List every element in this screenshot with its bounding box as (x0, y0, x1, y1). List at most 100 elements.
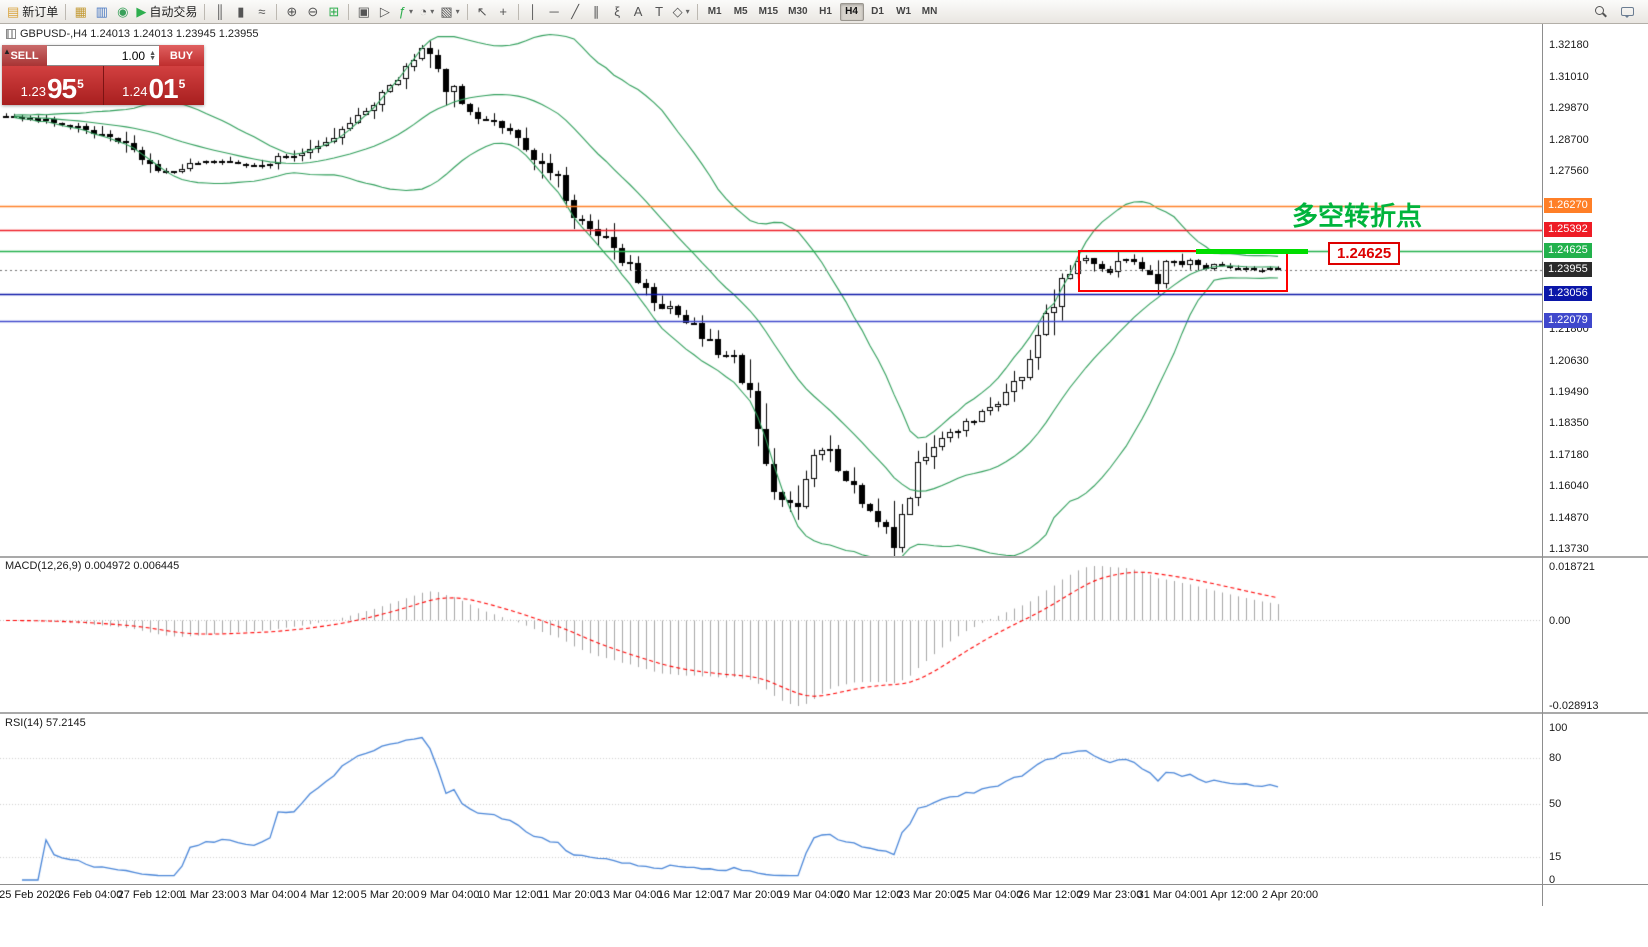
candlestick-button[interactable]: ▮ (230, 2, 251, 22)
collapse-trade-panel-icon[interactable]: ▲ (3, 47, 11, 56)
time-label: 25 Mar 04:00 (957, 889, 1023, 901)
panel-splitter[interactable] (0, 556, 1648, 558)
autotrade-button[interactable]: ▶ 自动交易 (133, 2, 200, 22)
spinner-up-icon[interactable]: ▲ (149, 49, 156, 57)
rsi-indicator-label: RSI(14) 57.2145 (5, 717, 86, 729)
rsi-scale-level: 100 (1549, 722, 1568, 734)
trendline-icon: ╱ (571, 4, 580, 19)
arrows-button[interactable]: ◇ ▾ (670, 2, 693, 22)
level-price-label[interactable]: 1.24625 (1328, 242, 1401, 265)
horizontal-line-button[interactable]: ─ (544, 2, 565, 22)
price-tick: 1.20630 (1549, 354, 1589, 367)
key-level-thick-line[interactable] (1196, 248, 1308, 254)
toolbar-separator (204, 3, 206, 20)
time-label: 4 Mar 12:00 (300, 889, 360, 901)
time-axis[interactable]: 25 Feb 2020 26 Feb 04:00 27 Feb 12:00 1 Mar… (0, 885, 1542, 906)
buy-price-prefix: 1.24 (122, 84, 148, 99)
cursor-button[interactable]: ↖ (472, 2, 493, 22)
timeframe-d1-button[interactable]: D1 (871, 6, 884, 17)
arrange-windows-button[interactable]: ▣ (353, 2, 374, 22)
autotrade-icon: ▶ (136, 4, 147, 19)
search-symbol-button[interactable] (1590, 2, 1611, 22)
buy-button[interactable]: BUY (159, 45, 204, 66)
panel-splitter[interactable] (0, 712, 1648, 714)
timeframe-m30-button[interactable]: M30 (788, 6, 808, 17)
rsi-indicator-canvas[interactable] (0, 714, 1542, 884)
panel-splitter (0, 884, 1648, 885)
time-label: 20 Mar 12:00 (837, 889, 903, 901)
timeframe-mn-button[interactable]: MN (921, 6, 938, 17)
vertical-line-button[interactable]: │ (523, 2, 544, 22)
fibonacci-button[interactable]: ξ (607, 2, 628, 22)
arrange-windows-icon: ▣ (357, 4, 370, 19)
time-label: 29 Mar 23:00 (1077, 889, 1143, 901)
timeframe-w1-button[interactable]: W1 (896, 6, 912, 17)
time-label: 31 Mar 04:00 (1137, 889, 1203, 901)
text-button[interactable]: A (628, 2, 649, 22)
zoom-out-button[interactable]: ⊖ (302, 2, 323, 22)
level-price-tag: 1.23056 (1544, 286, 1592, 302)
candlestick-icon: ▮ (237, 4, 245, 19)
price-chart-canvas[interactable] (0, 24, 1542, 556)
consolidation-rectangle[interactable] (1078, 249, 1288, 292)
zoom-in-button[interactable]: ⊕ (281, 2, 302, 22)
macd-indicator-canvas[interactable] (0, 558, 1542, 712)
sell-price-big: 95 (46, 73, 77, 104)
time-label: 23 Mar 20:00 (897, 889, 963, 901)
sell-price-button[interactable]: 1.23 95 5 (2, 66, 103, 105)
zoom-in-icon: ⊕ (286, 4, 298, 19)
cursor-icon: ↖ (476, 4, 488, 19)
macd-scale-zero: 0.00 (1549, 614, 1571, 627)
profiles-button[interactable]: ▥ (91, 2, 112, 22)
rsi-scale-level: 80 (1549, 752, 1562, 765)
timeframe-h4-button[interactable]: H4 (839, 2, 864, 21)
volume-spinner[interactable]: ▲ ▼ (149, 49, 156, 62)
refresh-button[interactable]: ◉ (112, 2, 133, 22)
templates-button[interactable]: ▧ ▾ (437, 2, 462, 22)
time-label: 17 Mar 20:00 (717, 889, 783, 901)
spinner-down-icon[interactable]: ▼ (149, 54, 156, 62)
volume-input[interactable]: 1.00 ▲ ▼ (47, 45, 159, 66)
periods-icon: ◔ (419, 4, 428, 19)
chart-window-button[interactable]: ▦ (70, 2, 91, 22)
tile-windows-button[interactable]: ⊞ (323, 2, 344, 22)
toolbar-separator (65, 3, 67, 20)
new-order-button[interactable]: ▤ 新订单 (4, 2, 61, 22)
text-icon: A (633, 4, 643, 19)
timeframe-m1-button[interactable]: M1 (707, 6, 722, 17)
price-tick: 1.18350 (1549, 416, 1589, 429)
timeframe-h1-button[interactable]: H1 (819, 6, 832, 17)
bar-chart-button[interactable]: ║ (209, 2, 230, 22)
time-label: 26 Feb 04:00 (57, 889, 123, 901)
time-label: 25 Feb 2020 (0, 889, 61, 901)
timeframe-m15-button[interactable]: M15 (758, 6, 779, 17)
price-scale[interactable]: 1.321801.310101.298701.287001.275601.263… (1543, 24, 1648, 906)
volume-value: 1.00 (121, 48, 146, 63)
chat-button[interactable] (1617, 2, 1638, 22)
chart-shift-button[interactable]: ▷ (374, 2, 395, 22)
time-label: 5 Mar 20:00 (360, 889, 420, 901)
indicators-button-dropdown-icon: ▾ (408, 7, 413, 16)
trendline-button[interactable]: ╱ (565, 2, 586, 22)
text-label-button[interactable]: T (649, 2, 670, 22)
timeframe-m5-button[interactable]: M5 (733, 6, 748, 17)
autotrade-button-label: 自动交易 (149, 5, 198, 19)
line-chart-button[interactable]: ≈ (251, 2, 272, 22)
price-tick: 1.31010 (1549, 70, 1589, 83)
time-label: 10 Mar 12:00 (477, 889, 543, 901)
sell-button[interactable]: SELL (2, 45, 47, 66)
chart-title-text: GBPUSD-,H4 1.24013 1.24013 1.23945 1.239… (20, 28, 259, 40)
buy-price-sup: 5 (178, 77, 186, 91)
periods-button[interactable]: ◔ ▾ (416, 2, 437, 22)
buy-price-button[interactable]: 1.24 01 5 (102, 66, 204, 105)
equidistant-channel-button[interactable]: ∥ (586, 2, 607, 22)
rsi-scale-level: 0 (1549, 874, 1556, 886)
rsi-scale-level: 50 (1549, 798, 1562, 810)
indicators-button[interactable]: ƒ ▾ (395, 2, 416, 22)
toolbar-right-group (1590, 2, 1644, 22)
toolbar-separator (696, 3, 698, 20)
crosshair-button[interactable]: + (493, 2, 514, 22)
turning-point-annotation[interactable]: 多空转折点 (1292, 201, 1423, 231)
main-toolbar: ▤ 新订单 ▦ ▥ ◉ ▶ 自动交易 ║ ▮ ≈ ⊕ ⊖ ⊞ ▣ ▷ ƒ ▾ ◔ ▾ ▧ ▾ ↖ + │ ─ ╱ ∥ ξ A T ◇ ▾ M1… (0, 0, 1648, 24)
